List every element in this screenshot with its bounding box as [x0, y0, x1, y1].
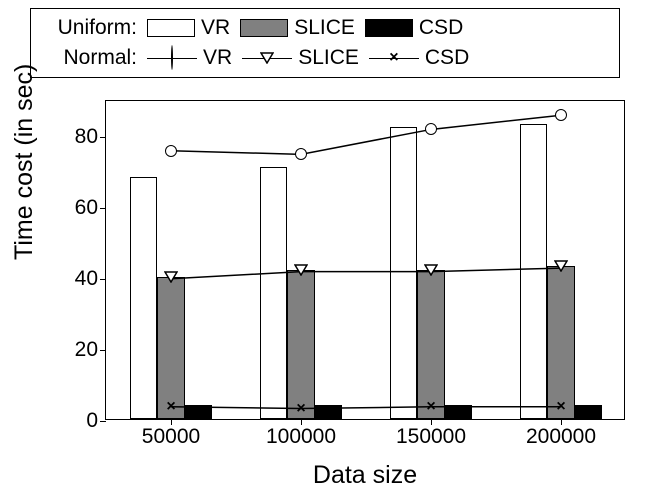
legend-text: VR [201, 16, 230, 40]
triangle-down-icon [294, 264, 308, 276]
circle-icon [555, 109, 567, 121]
marker-slice [424, 263, 438, 281]
y-tick-mark [100, 421, 106, 422]
triangle-down-icon [424, 264, 438, 276]
legend-box: Uniform: VR SLICE CSD Normal: VR [30, 8, 620, 78]
y-tick-label: 80 [56, 125, 106, 149]
marker-slice [294, 263, 308, 281]
swatch-vr [147, 19, 195, 37]
y-tick-label: 20 [56, 338, 106, 362]
marker-csd: × [556, 399, 565, 415]
legend-item-csd-line: × CSD [369, 46, 469, 70]
legend-text: CSD [419, 16, 463, 40]
circle-icon [165, 145, 177, 157]
legend-item-vr-bar: VR [147, 16, 230, 40]
line-swatch-vr [147, 48, 197, 68]
marker-csd: × [296, 401, 305, 417]
triangle-down-icon [554, 260, 568, 272]
plot-area: 02040608050000100000150000200000×××× [105, 100, 625, 420]
legend-item-slice-bar: SLICE [240, 16, 355, 40]
triangle-down-icon [164, 271, 178, 283]
legend-row-label: Normal: [39, 46, 137, 70]
marker-vr [295, 148, 307, 160]
legend-text: SLICE [298, 46, 359, 70]
legend-text: SLICE [294, 16, 355, 40]
swatch-csd [365, 19, 413, 37]
legend-row-label: Uniform: [39, 16, 137, 40]
marker-csd: × [166, 399, 175, 415]
marker-slice [164, 270, 178, 288]
circle-icon [171, 45, 173, 70]
legend-item-slice-line: SLICE [242, 46, 359, 70]
line-swatch-slice [242, 48, 292, 68]
line-vr [171, 115, 561, 154]
legend-item-csd-bar: CSD [365, 16, 463, 40]
line-slice [171, 268, 561, 279]
x-tick-mark [171, 419, 172, 425]
triangle-down-icon [260, 52, 274, 64]
x-icon: × [166, 399, 175, 415]
legend-text: CSD [425, 46, 469, 70]
x-icon: × [296, 401, 305, 417]
legend-row-uniform: Uniform: VR SLICE CSD [39, 13, 611, 43]
x-icon: × [556, 399, 565, 415]
marker-slice [554, 259, 568, 277]
x-icon: × [426, 399, 435, 415]
line-csd [171, 407, 561, 409]
legend-item-vr-line: VR [147, 46, 232, 70]
line-layer [106, 101, 624, 419]
swatch-slice [240, 19, 288, 37]
y-axis-label: Time cost (in sec) [10, 64, 39, 260]
y-tick-label: 0 [56, 409, 106, 433]
legend-row-normal: Normal: VR SLICE [39, 43, 611, 73]
circle-icon [295, 148, 307, 160]
marker-csd: × [426, 399, 435, 415]
x-tick-mark [561, 419, 562, 425]
marker-vr [425, 123, 437, 135]
x-axis-label: Data size [105, 461, 625, 490]
circle-icon [425, 123, 437, 135]
line-swatch-csd: × [369, 48, 419, 68]
x-tick-mark [301, 419, 302, 425]
x-tick-mark [431, 419, 432, 425]
legend-text: VR [203, 46, 232, 70]
x-icon: × [389, 50, 398, 66]
marker-vr [165, 145, 177, 157]
chart-container: Uniform: VR SLICE CSD Normal: VR [0, 0, 650, 500]
marker-vr [555, 109, 567, 121]
y-tick-label: 40 [56, 267, 106, 291]
y-tick-label: 60 [56, 196, 106, 220]
